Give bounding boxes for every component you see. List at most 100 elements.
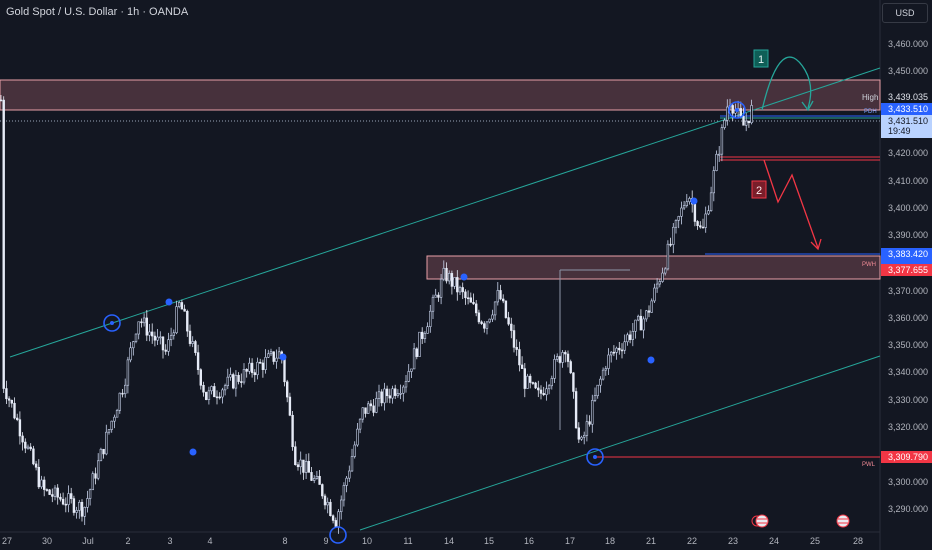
candle	[329, 501, 332, 517]
candle	[480, 321, 483, 324]
candle	[113, 416, 116, 422]
candle	[539, 389, 543, 394]
candle	[553, 359, 556, 379]
candle	[353, 444, 356, 457]
candle	[636, 315, 640, 321]
time-tick: 16	[524, 536, 534, 546]
price-tick: 3,340.000	[888, 367, 928, 377]
candle	[186, 310, 189, 332]
candle	[569, 361, 572, 374]
support-price: 3,383.420	[888, 249, 928, 259]
candle	[512, 330, 516, 348]
candle	[86, 498, 89, 508]
candle	[288, 396, 292, 416]
candle	[318, 475, 321, 485]
swing-low-circle[interactable]	[586, 448, 604, 466]
candle	[609, 351, 613, 356]
label-box-1[interactable]	[753, 49, 769, 68]
candle	[528, 375, 532, 383]
candle	[339, 499, 343, 513]
candle	[148, 331, 151, 336]
candle	[545, 388, 548, 396]
candle	[456, 277, 459, 293]
candle	[558, 356, 562, 363]
resistance-zone[interactable]	[0, 79, 881, 111]
pivot-dot	[690, 197, 698, 205]
swing-center	[735, 108, 739, 112]
candle	[151, 331, 154, 337]
candle	[542, 393, 545, 396]
bearish-arrow-path[interactable]	[763, 159, 819, 249]
candle	[267, 353, 270, 358]
candle	[491, 314, 494, 320]
pwh-price-label[interactable]	[881, 264, 932, 276]
us-flag-icon[interactable]	[836, 514, 850, 528]
candle	[507, 317, 510, 325]
candle	[221, 389, 224, 398]
candle	[588, 421, 591, 425]
candle	[661, 272, 664, 282]
candle	[666, 243, 670, 270]
pwl-price-label[interactable]	[881, 451, 932, 463]
candle	[213, 386, 216, 398]
candle	[59, 496, 62, 500]
candle	[658, 281, 662, 285]
candle	[704, 213, 707, 228]
current-price-label[interactable]	[881, 115, 932, 138]
swing-high-circle[interactable]	[728, 101, 746, 119]
candle	[396, 393, 400, 396]
swing-high-circle[interactable]	[103, 314, 121, 332]
bullish-arrow-path[interactable]	[761, 56, 812, 111]
candle	[426, 326, 429, 334]
candle	[61, 498, 65, 505]
candle	[194, 341, 197, 353]
candle	[385, 388, 389, 397]
price-tick: 3,450.000	[888, 66, 928, 76]
pdh-price-label[interactable]	[881, 103, 932, 115]
time-tick: 14	[444, 536, 454, 546]
price-tick: 3,330.000	[888, 395, 928, 405]
price-tick: 3,360.000	[888, 313, 928, 323]
candle	[299, 459, 302, 468]
time-tick: 30	[42, 536, 52, 546]
candle	[37, 466, 41, 488]
label-box-2[interactable]	[751, 180, 767, 199]
candle	[631, 331, 635, 340]
candle	[612, 351, 616, 354]
candle	[672, 226, 675, 245]
candle	[655, 283, 659, 289]
candle	[124, 384, 127, 395]
candle	[5, 388, 8, 400]
price-tick: 3,420.000	[888, 148, 928, 158]
candle	[2, 99, 5, 389]
pwh-zone[interactable]	[426, 255, 881, 280]
pivot-dot	[165, 298, 173, 306]
high-label-bg	[882, 90, 932, 102]
pivot-dot	[460, 273, 468, 281]
current-price: 3,431.510	[888, 116, 928, 126]
candle	[34, 463, 38, 468]
candle	[178, 302, 181, 307]
time-tick: 3	[167, 536, 172, 546]
candle	[183, 308, 186, 312]
time-tick: 11	[403, 536, 412, 546]
time-tick: 15	[484, 536, 494, 546]
candle	[207, 390, 211, 400]
currency-button[interactable]: USD	[882, 3, 928, 23]
time-tick: 24	[769, 536, 779, 546]
candle	[574, 391, 578, 429]
candle	[744, 120, 748, 126]
candle	[412, 348, 416, 370]
swing-low-circle[interactable]	[329, 526, 347, 544]
candle	[161, 336, 165, 351]
pwh-price: 3,377.655	[888, 265, 928, 275]
candle	[88, 489, 92, 499]
candle	[639, 315, 643, 331]
candle	[205, 391, 208, 400]
support-price-label[interactable]	[881, 248, 932, 260]
candle	[415, 348, 418, 357]
candle	[321, 484, 324, 497]
channel-lower-line[interactable]	[359, 355, 881, 531]
us-flag-icon[interactable]	[755, 514, 769, 528]
